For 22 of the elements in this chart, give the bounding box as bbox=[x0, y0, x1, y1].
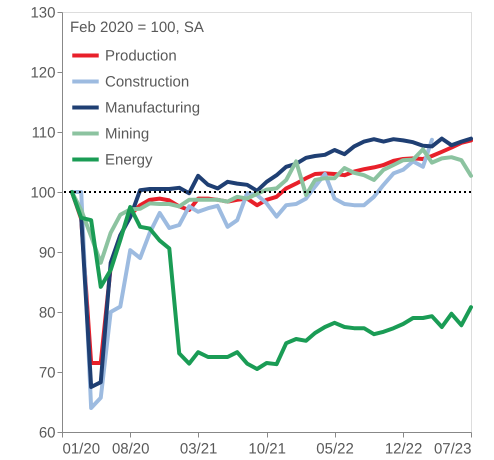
legend-title: Feb 2020 = 100, SA bbox=[70, 19, 204, 36]
legend-label: Production bbox=[105, 48, 177, 64]
x-tick-label: 10/21 bbox=[248, 440, 286, 458]
y-tick-label: 110 bbox=[32, 124, 56, 142]
x-tick-label: 07/23 bbox=[434, 440, 472, 458]
y-tick-label: 130 bbox=[30, 4, 56, 22]
y-tick-label: 60 bbox=[38, 424, 56, 442]
y-tick-label: 70 bbox=[38, 364, 56, 382]
legend-label: Energy bbox=[105, 152, 154, 168]
legend-label: Mining bbox=[105, 126, 150, 142]
x-tick-label: 08/20 bbox=[112, 440, 150, 458]
line-series bbox=[70, 190, 473, 371]
y-tick-label: 90 bbox=[38, 244, 56, 262]
y-tick-label: 100 bbox=[30, 184, 56, 202]
y-tick-label: 80 bbox=[38, 304, 56, 322]
legend-label: Construction bbox=[105, 74, 190, 90]
x-tick-label: 12/22 bbox=[384, 440, 422, 458]
x-tick-label: 05/22 bbox=[316, 440, 354, 458]
y-tick-label: 120 bbox=[30, 64, 56, 82]
legend-label: Manufacturing bbox=[105, 100, 200, 116]
x-tick-label: 01/20 bbox=[62, 440, 100, 458]
x-tick-label: 03/21 bbox=[180, 440, 218, 458]
